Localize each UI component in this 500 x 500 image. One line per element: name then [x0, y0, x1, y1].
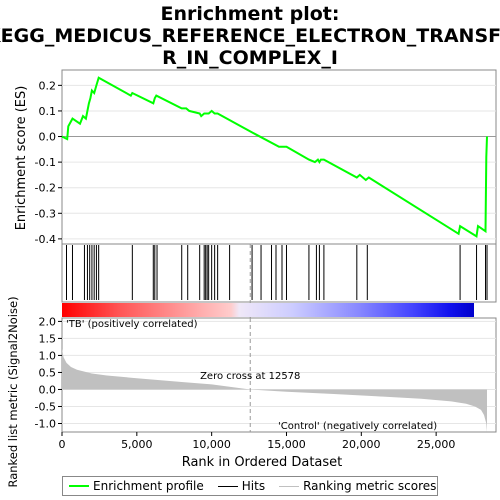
negative-correlation-label: 'Control' (negatively correlated) [278, 421, 437, 432]
metric-y-ticks: 2.0 1.5 1.0 0.5 0.0 -0.5 -1.0 [35, 315, 62, 430]
legend-label-enrichment-profile: Enrichment profile [93, 479, 204, 493]
legend-item-ranking-metric: Ranking metric scores [279, 479, 436, 493]
metric-y-tick-label: 0.0 [39, 383, 57, 396]
metric-panel-frame [61, 317, 497, 433]
enrichment-profile-line [61, 76, 488, 238]
title-line-3: R_IN_COMPLEX_I [162, 47, 338, 69]
metric-y-tick-label: 1.0 [39, 349, 57, 362]
hits-panel-frame [61, 243, 497, 303]
es-y-tick-label: -0.3 [35, 207, 56, 220]
es-y-tick-label: 0.2 [39, 79, 57, 92]
es-gridlines [62, 84, 496, 240]
legend-swatch-black [217, 485, 238, 487]
zero-cross-label: Zero cross at 12578 [200, 371, 300, 382]
legend-label-hits: Hits [241, 479, 266, 493]
legend-label-ranking-metric: Ranking metric scores [303, 479, 437, 493]
metric-y-tick-label: 2.0 [39, 315, 57, 328]
es-y-tick-label: -0.1 [35, 156, 56, 169]
metric-y-tick-label: -1.0 [35, 417, 56, 430]
x-tick-label: 15,000 [267, 438, 306, 451]
metric-y-tick-label: -0.5 [35, 400, 56, 413]
es-panel-frame [61, 69, 497, 245]
es-y-tick-label: -0.4 [35, 233, 56, 246]
metric-panel: 2.0 1.5 1.0 0.5 0.0 -0.5 -1.0 Zero cross at 12… [35, 315, 497, 433]
hits-panel [61, 243, 497, 318]
es-y-tick-label: 0.0 [39, 131, 57, 144]
x-tick-label: 10,000 [192, 438, 231, 451]
es-y-ticks: 0.2 0.1 0.0 -0.1 -0.2 -0.3 -0.4 [35, 79, 62, 246]
positive-correlation-label: 'TB' (positively correlated) [66, 319, 198, 330]
x-axis-ticks: 0 5,000 10,000 15,000 20,000 25,000 [59, 432, 456, 451]
rank-color-bar [62, 303, 474, 317]
title-line-1: Enrichment plot: [161, 3, 340, 25]
es-y-tick-label: 0.1 [39, 105, 57, 118]
x-tick-label: 25,000 [417, 438, 456, 451]
legend-item-hits: Hits [217, 479, 266, 493]
x-tick-label: 0 [59, 438, 66, 451]
legend-swatch-gray [279, 485, 300, 487]
metric-y-axis-label: Ranked list metric (Signal2Noise) [6, 296, 20, 487]
hit-marks [65, 245, 488, 300]
title-line-2: KEGG_MEDICUS_REFERENCE_ELECTRON_TRANSFE [0, 25, 500, 47]
x-tick-label: 5,000 [121, 438, 153, 451]
es-panel: 0.2 0.1 0.0 -0.1 -0.2 -0.3 -0.4 [35, 69, 497, 246]
legend-item-enrichment-profile: Enrichment profile [69, 479, 204, 493]
es-y-tick-label: -0.2 [35, 182, 56, 195]
legend: Enrichment profile Hits Ranking metric s… [62, 476, 438, 496]
ranking-metric-area [62, 348, 487, 432]
es-y-axis-label: Enrichment score (ES) [14, 86, 29, 231]
metric-y-tick-label: 0.5 [39, 366, 57, 379]
legend-swatch-green [69, 485, 89, 487]
x-axis-label: Rank in Ordered Dataset [182, 455, 343, 470]
x-tick-label: 20,000 [342, 438, 381, 451]
metric-y-tick-label: 1.5 [39, 332, 57, 345]
